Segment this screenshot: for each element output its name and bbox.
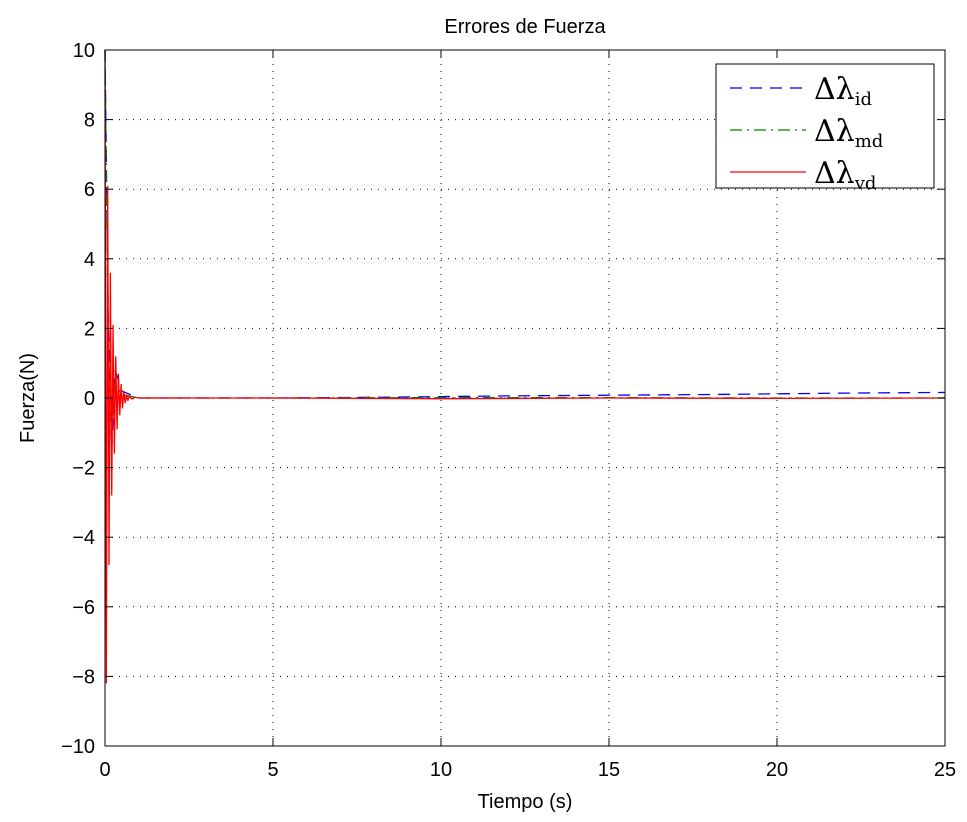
y-axis-title: Fuerza(N) [17,353,39,443]
y-tick-label: 4 [84,249,95,271]
series-line-vd [104,49,946,684]
legend-label-id: Δλid [814,72,872,110]
chart-title: Errores de Fuerza [444,16,606,38]
x-tick-label: 5 [267,759,278,781]
x-tick-label: 10 [430,759,452,781]
y-tick-label: −2 [72,458,95,480]
x-tick-label: 25 [934,759,956,781]
series-layer [104,49,946,684]
y-tick-label: 6 [84,179,95,201]
y-tick-label: 0 [84,388,95,410]
x-tick-label: 15 [598,759,620,781]
legend-label-vd: Δλvd [814,156,876,194]
y-tick-label: 2 [84,318,95,340]
y-tick-label: −8 [72,666,95,688]
y-tick-label: 8 [84,110,95,132]
y-tick-label: −10 [61,736,95,758]
y-tick-label: −4 [72,527,95,549]
y-tick-label: 10 [73,40,95,62]
x-axis-title: Tiempo (s) [478,791,573,813]
legend-label-md: Δλmd [814,114,883,152]
x-tick-label: 20 [766,759,788,781]
legend-box [715,63,935,189]
x-tick-label: 0 [99,759,110,781]
y-tick-label: −6 [72,597,95,619]
legend: Δλid Δλmd Δλvd [715,63,935,194]
